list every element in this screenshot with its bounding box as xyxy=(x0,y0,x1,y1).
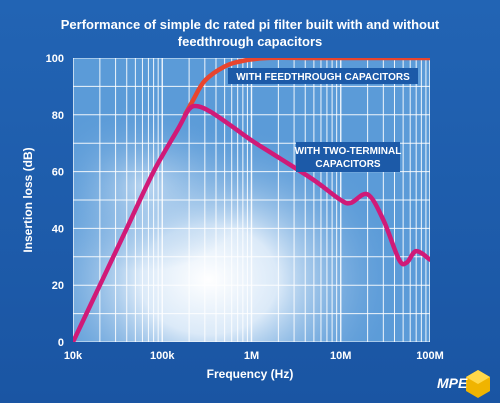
series-line-feedthrough xyxy=(182,58,430,118)
chart-title: Performance of simple dc rated pi filter… xyxy=(0,16,500,50)
series-line-two-terminal xyxy=(73,103,430,342)
y-tick-label: 40 xyxy=(52,223,64,235)
mpe-logo: MPE xyxy=(437,370,490,398)
logo-text: MPE xyxy=(437,375,468,391)
y-tick-label: 80 xyxy=(52,110,64,122)
x-tick-label: 10M xyxy=(330,350,351,362)
annotation-two-terminal-line-1: WITH TWO-TERMINAL xyxy=(295,146,402,157)
y-tick-label: 0 xyxy=(58,337,64,349)
y-tick-label: 20 xyxy=(52,280,64,292)
x-tick-label: 10k xyxy=(64,350,83,362)
y-tick-label: 100 xyxy=(46,53,64,65)
x-tick-label: 100M xyxy=(416,350,444,362)
annotation-two-terminal-box xyxy=(296,142,400,172)
annotation-two-terminal-line-2: CAPACITORS xyxy=(315,159,381,170)
annotation-feedthrough: WITH FEEDTHROUGH CAPACITORS xyxy=(236,72,410,83)
chart-title-line-1: Performance of simple dc rated pi filter… xyxy=(60,17,440,32)
y-tick-label: 60 xyxy=(52,167,64,179)
chart-title-line-2: feedthrough capacitors xyxy=(177,34,323,49)
axis-ticks: 10k 100k 1M 10M 100M 0 20 40 60 80 100 xyxy=(46,53,444,362)
annotation-feedthrough-box xyxy=(228,68,418,84)
series-lines xyxy=(73,58,430,342)
x-tick-label: 1M xyxy=(244,350,259,362)
x-axis-label: Frequency (Hz) xyxy=(207,367,294,381)
y-axis-label: Insertion loss (dB) xyxy=(21,147,35,252)
x-tick-label: 100k xyxy=(150,350,175,362)
